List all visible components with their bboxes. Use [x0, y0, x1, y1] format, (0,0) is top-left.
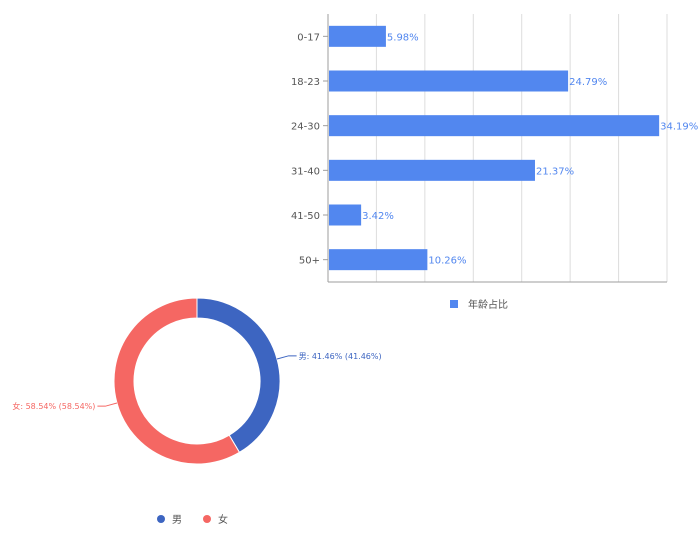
bar-legend[interactable]: 年龄占比 [450, 298, 508, 311]
pie-legend[interactable]: 男女 [157, 513, 228, 526]
legend-label: 女 [218, 513, 228, 526]
donut-label-leader [97, 402, 118, 407]
pie-slices [113, 297, 281, 465]
bar[interactable] [329, 204, 362, 226]
legend-swatch [203, 515, 211, 523]
bar[interactable] [329, 25, 386, 47]
y-tick-label: 41-50 [291, 211, 320, 222]
donut-data-label: 女: 58.54% (58.54%) [12, 401, 95, 411]
bar-grid [375, 14, 668, 282]
bar[interactable] [329, 159, 535, 181]
y-tick-label: 18-23 [291, 77, 320, 88]
gender-donut-chart: 男: 41.46% (41.46%)女: 58.54% (58.54%) 男女 [12, 297, 382, 526]
bar-data-label: 10.26% [428, 256, 466, 267]
bar-marks: 5.98% 24.79% 34.19% 21.37% 3.42% 10.26% [329, 25, 698, 271]
bar-axis: 0-17 18-23 24-30 31-40 41-50 50+ [291, 14, 667, 283]
y-tick-label: 0-17 [297, 32, 320, 43]
legend-swatch-age-share [450, 300, 458, 308]
pie-labels: 男: 41.46% (41.46%) 女: 58.54% (58.54%) [12, 352, 381, 411]
donut-slice[interactable] [113, 297, 241, 465]
bar[interactable] [329, 249, 428, 271]
legend-swatch [157, 515, 165, 523]
age-bar-chart: 0-17 18-23 24-30 31-40 41-50 50+ 5.98% 24.79% 3… [291, 14, 698, 311]
bar-data-label: 34.19% [660, 122, 698, 133]
y-tick-label: 50+ [299, 256, 320, 267]
bar-data-label: 3.42% [362, 211, 394, 222]
y-tick-label: 24-30 [291, 122, 320, 133]
bar[interactable] [329, 115, 660, 137]
y-tick-label: 31-40 [291, 166, 320, 177]
bar-data-label: 24.79% [569, 77, 607, 88]
legend-label-age-share: 年龄占比 [468, 298, 508, 311]
legend-label: 男 [172, 514, 182, 526]
bar-data-label: 5.98% [387, 32, 419, 43]
donut-data-label: 男: 41.46% (41.46%) [299, 352, 382, 361]
donut-label-leader [276, 355, 297, 360]
bar-data-label: 21.37% [536, 166, 574, 177]
donut-slice[interactable] [196, 297, 281, 454]
bar[interactable] [329, 70, 569, 92]
